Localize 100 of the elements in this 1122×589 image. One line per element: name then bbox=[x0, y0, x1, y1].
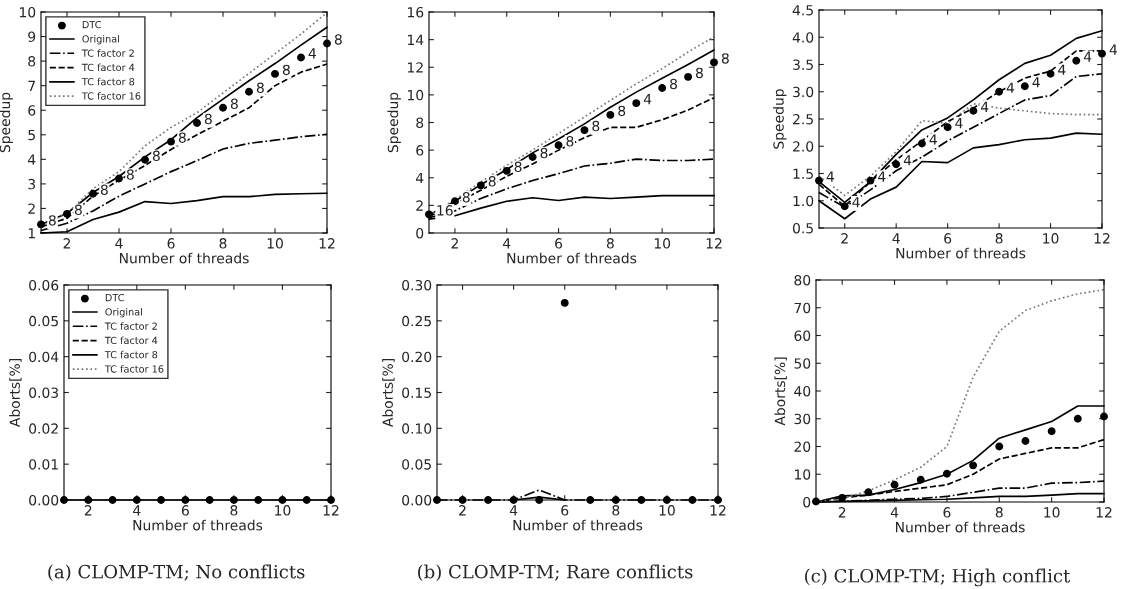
x-axis-title: Number of threads bbox=[507, 252, 637, 264]
x-tick-label: 6 bbox=[943, 507, 951, 518]
y-tick-label: 0.25 bbox=[402, 315, 431, 327]
y-tick-label: 5 bbox=[28, 129, 35, 141]
y-tick-label: 1.5 bbox=[793, 168, 813, 179]
y-tick-label: 16 bbox=[407, 6, 424, 18]
y-tick-label: 4 bbox=[415, 172, 424, 184]
y-tick-label: 50 bbox=[794, 358, 811, 369]
y-tick-label: 10 bbox=[407, 89, 424, 101]
x-tick-label: 6 bbox=[944, 233, 952, 244]
y-axis-title: Aborts[%] bbox=[774, 357, 787, 426]
y-tick-label: 0.05 bbox=[29, 315, 58, 327]
point bbox=[580, 126, 589, 135]
x-tick-label: 10 bbox=[267, 238, 283, 249]
annotation: 8 bbox=[721, 53, 729, 64]
x-tick-label: 4 bbox=[890, 507, 899, 518]
x-axis-title: Number of threads bbox=[895, 521, 1025, 533]
y-tick-label: 60 bbox=[794, 330, 811, 341]
annotation: 8 bbox=[566, 136, 574, 147]
point bbox=[684, 72, 693, 81]
point bbox=[892, 160, 901, 169]
x-tick-label: 4 bbox=[509, 505, 518, 516]
y-tick-label: 12 bbox=[407, 62, 423, 73]
annotation: 4 bbox=[1058, 64, 1066, 75]
y-tick-label: 0.02 bbox=[29, 423, 58, 434]
point bbox=[141, 155, 149, 164]
x-tick-label: 8 bbox=[995, 507, 1003, 518]
x-tick-label: 8 bbox=[612, 505, 620, 516]
x-tick-label: 12 bbox=[706, 238, 722, 249]
point bbox=[1047, 427, 1056, 436]
x-tick-label: 12 bbox=[323, 505, 339, 516]
point bbox=[63, 209, 71, 218]
point bbox=[450, 197, 459, 206]
x-tick-label: 4 bbox=[502, 238, 511, 249]
annotation: 4 bbox=[1032, 77, 1040, 88]
annotation: 8 bbox=[334, 34, 342, 45]
y-tick-label: 4 bbox=[27, 154, 36, 165]
y-tick-label: 2.0 bbox=[793, 141, 814, 152]
y-tick-label: 3.0 bbox=[793, 86, 814, 98]
annotation: 8 bbox=[540, 147, 548, 159]
y-tick-label: 0.15 bbox=[402, 387, 431, 398]
y-tick-label: 10 bbox=[794, 469, 811, 480]
annotation: 8 bbox=[488, 176, 496, 187]
annotation: 8 bbox=[592, 120, 600, 132]
point bbox=[969, 461, 978, 470]
y-tick-label: 8 bbox=[28, 56, 36, 67]
y-tick-label: 3.5 bbox=[793, 59, 813, 70]
x-tick-label: 8 bbox=[219, 238, 227, 249]
y-tick-label: 7 bbox=[28, 80, 35, 91]
text: (b) CLOMP-TM; Rare conflicts bbox=[418, 564, 693, 582]
x-tick-label: 4 bbox=[115, 238, 123, 249]
annotation: 16 bbox=[437, 205, 453, 216]
annotation: 8 bbox=[670, 78, 678, 90]
legend-label: TC factor 2 bbox=[81, 49, 134, 57]
legend-label: TC factor 4 bbox=[81, 63, 135, 72]
x-tick-label: 4 bbox=[133, 505, 141, 516]
x-tick-label: 10 bbox=[275, 505, 291, 516]
x-tick-label: 2 bbox=[451, 238, 458, 249]
point bbox=[1100, 412, 1108, 421]
y-tick-label: 70 bbox=[794, 302, 811, 314]
annotation: 4 bbox=[878, 171, 886, 182]
annotation: 8 bbox=[514, 161, 522, 173]
y-tick-label: 4.5 bbox=[792, 5, 813, 16]
annotation: 8 bbox=[230, 98, 238, 110]
annotation: 4 bbox=[852, 197, 860, 208]
x-tick-label: 12 bbox=[1094, 233, 1110, 244]
x-tick-label: 4 bbox=[892, 233, 900, 244]
y-tick-label: 3 bbox=[28, 178, 36, 190]
annotation: 8 bbox=[256, 82, 264, 94]
annotation: 4 bbox=[929, 134, 937, 145]
y-tick-label: 0.04 bbox=[29, 351, 59, 363]
x-tick-label: 2 bbox=[838, 507, 846, 518]
legend-label: DTC bbox=[82, 20, 101, 29]
point bbox=[995, 442, 1004, 451]
y-tick-label: 0.30 bbox=[402, 279, 432, 291]
annotation: 4 bbox=[643, 94, 652, 105]
y-tick-label: 9 bbox=[28, 31, 36, 43]
x-tick-label: 12 bbox=[1096, 507, 1112, 518]
annotation: 8 bbox=[462, 191, 470, 203]
point bbox=[1046, 69, 1055, 78]
annotation: 8 bbox=[74, 204, 82, 216]
y-tick-label: 0 bbox=[803, 496, 811, 508]
point bbox=[193, 119, 201, 127]
point bbox=[1072, 56, 1081, 65]
y-tick-label: 0.01 bbox=[29, 459, 58, 470]
x-tick-label: 6 bbox=[561, 505, 569, 516]
point bbox=[606, 110, 615, 119]
point bbox=[943, 123, 952, 132]
x-axis-title: Number of threads bbox=[119, 252, 249, 264]
point bbox=[812, 497, 820, 506]
x-axis-title: Number of threads bbox=[896, 247, 1026, 259]
x-tick-label: 2 bbox=[459, 505, 466, 516]
y-tick-label: 0 bbox=[416, 227, 424, 239]
point bbox=[1073, 414, 1082, 423]
point bbox=[658, 84, 667, 92]
point bbox=[37, 220, 45, 229]
y-tick-label: 0.20 bbox=[402, 351, 432, 363]
x-tick-label: 6 bbox=[555, 238, 563, 249]
x-tick-label: 10 bbox=[1043, 233, 1059, 244]
x-axis-title: Number of threads bbox=[133, 519, 263, 531]
